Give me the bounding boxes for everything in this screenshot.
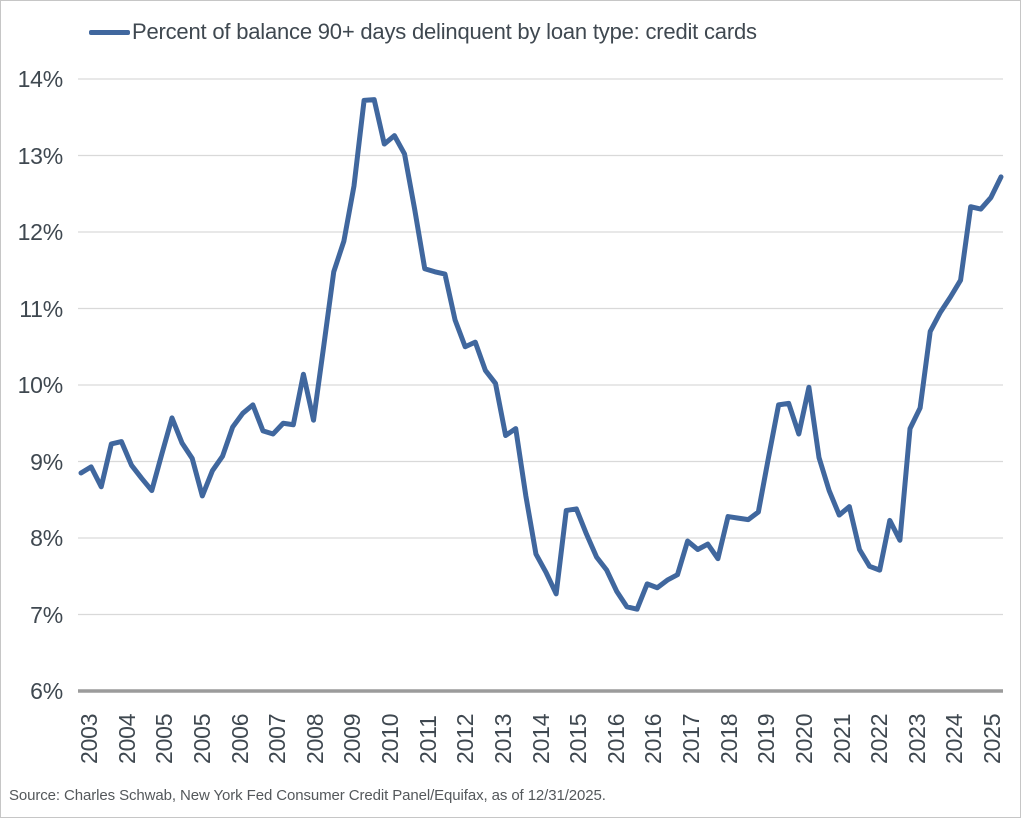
legend: Percent of balance 90+ days delinquent b… [89,19,757,45]
y-axis-label: 11% [19,295,63,322]
x-axis-label: 2004 [113,713,140,764]
x-axis-label: 2017 [678,713,704,764]
x-axis-label: 2006 [226,713,253,764]
x-axis-label: 2007 [264,713,291,764]
y-axis-label: 10% [17,372,64,398]
x-axis-label: 2013 [489,713,516,764]
x-axis-label: 2010 [377,713,403,764]
y-axis-label: 12% [17,219,64,245]
delinquency-line [78,97,1004,612]
y-axis-label: 13% [17,142,64,169]
x-axis-label: 2005 [188,713,215,764]
x-axis-label: 2008 [301,713,328,764]
y-axis-label: 8% [30,525,63,551]
x-axis-label: 2016 [640,713,667,764]
x-axis-label: 2023 [903,713,930,764]
x-axis-label: 2019 [753,713,780,764]
data-series [78,97,1004,612]
x-axis-label: 2011 [414,715,441,764]
x-axis-label: 2025 [979,713,1005,764]
x-axis-label: 2022 [866,713,893,764]
x-axis-label: 2018 [715,713,742,764]
x-axis-label: 2024 [941,713,968,764]
x-axis-label: 2014 [527,713,554,764]
y-axis-label: 7% [30,601,63,628]
x-axis-label: 2003 [76,713,102,764]
y-axis-label: 6% [30,678,63,704]
x-axis-label: 2021 [828,713,855,764]
x-axis-label: 2020 [790,713,817,764]
gridlines [78,78,1003,693]
x-axis-label: 2016 [602,713,629,764]
source-note: Source: Charles Schwab, New York Fed Con… [9,787,606,804]
y-axis-label: 14% [17,66,64,92]
x-axis-label: 2005 [151,713,178,764]
x-axis-label: 2009 [339,713,366,764]
x-axis-label: 2012 [452,713,479,764]
legend-label: Percent of balance 90+ days delinquent b… [132,19,757,44]
x-axis-label: 2015 [565,713,592,764]
legend-line-swatch [89,29,130,35]
y-axis-label: 9% [30,448,63,475]
